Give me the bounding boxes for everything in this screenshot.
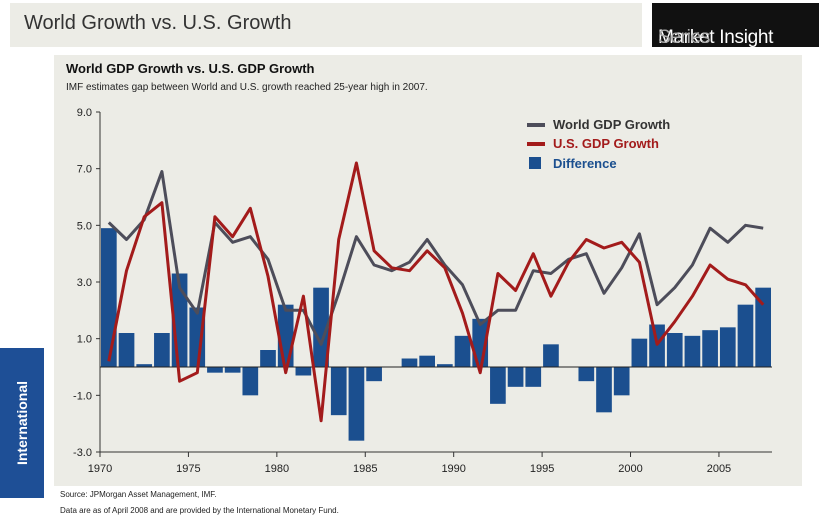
y-tick-label: 3.0	[77, 277, 92, 289]
difference-bar	[101, 228, 117, 367]
difference-bar	[330, 367, 347, 416]
x-tick-label: 1970	[88, 463, 112, 475]
difference-bar	[260, 350, 276, 367]
legend-label: World GDP Growth	[553, 117, 670, 132]
y-tick-label: 1.0	[77, 334, 92, 346]
legend-label: Difference	[553, 156, 617, 171]
difference-bar	[224, 367, 241, 373]
difference-bar	[613, 367, 630, 396]
difference-bar	[737, 304, 754, 367]
legend-swatch	[529, 157, 541, 169]
difference-bar	[666, 333, 683, 367]
difference-bar	[242, 367, 259, 396]
chart-subtitle: IMF estimates gap between World and U.S.…	[66, 82, 428, 93]
x-tick-label: 1995	[530, 463, 554, 475]
difference-bar	[419, 355, 435, 367]
x-tick-label: 2005	[707, 463, 731, 475]
difference-bar	[507, 367, 524, 387]
difference-bar	[684, 335, 701, 367]
series-badge-name: Market Insight	[658, 27, 774, 48]
difference-bar	[136, 364, 153, 367]
x-tick-label: 1980	[265, 463, 289, 475]
difference-bar	[525, 367, 542, 387]
difference-bar	[437, 364, 453, 367]
chart-title: World GDP Growth vs. U.S. GDP Growth	[66, 61, 315, 76]
x-tick-label: 1990	[441, 463, 465, 475]
chart-panel	[54, 55, 802, 486]
difference-bar	[578, 367, 595, 382]
legend-label: U.S. GDP Growth	[553, 136, 659, 151]
series-badge: Market Insight Series	[652, 3, 819, 48]
difference-bar	[348, 367, 365, 441]
y-tick-label: -3.0	[73, 447, 92, 459]
y-tick-label: 9.0	[77, 107, 92, 119]
header-bar	[10, 3, 642, 47]
y-tick-label: 7.0	[77, 164, 92, 176]
difference-bar	[719, 327, 736, 367]
source-note: Source: JPMorgan Asset Management, IMF.	[60, 490, 217, 499]
difference-bar	[596, 367, 612, 413]
x-tick-label: 1975	[176, 463, 200, 475]
difference-bar	[454, 335, 471, 367]
x-tick-label: 2000	[618, 463, 642, 475]
difference-bar	[154, 333, 170, 367]
difference-bar	[755, 287, 771, 367]
y-tick-label: 5.0	[77, 220, 92, 232]
difference-bar	[490, 367, 506, 404]
difference-bar	[313, 287, 329, 367]
difference-bar	[401, 358, 418, 367]
difference-bar	[702, 330, 718, 367]
difference-bar	[189, 307, 206, 367]
difference-bar	[207, 367, 223, 373]
y-tick-label: -1.0	[73, 390, 92, 402]
difference-bar	[543, 344, 559, 367]
difference-bar	[631, 338, 648, 367]
difference-bar	[366, 367, 382, 382]
x-tick-label: 1985	[353, 463, 377, 475]
us-gdp-line	[107, 161, 765, 423]
series-badge-suffix: Series	[658, 27, 711, 48]
data-note: Data are as of April 2008 and are provid…	[60, 506, 339, 515]
side-tab: International	[0, 348, 44, 498]
page-title: World Growth vs. U.S. Growth	[24, 12, 292, 34]
difference-bar	[295, 367, 312, 376]
difference-bar	[118, 333, 135, 367]
world-gdp-line	[107, 170, 764, 346]
